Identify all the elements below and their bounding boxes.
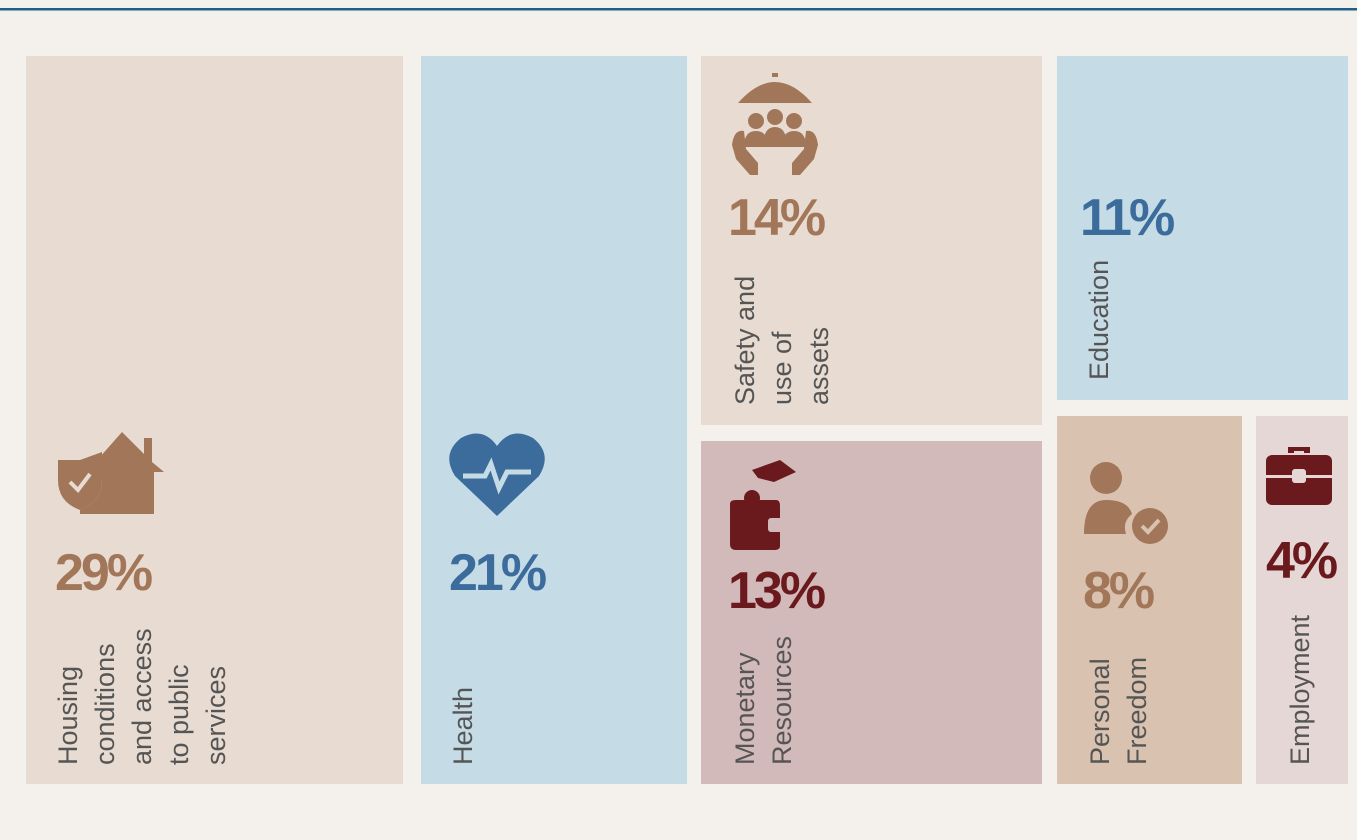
icon-part bbox=[782, 131, 806, 147]
icon bbox=[1266, 447, 1332, 505]
value-label: 11% bbox=[1080, 189, 1174, 247]
value-label: 29% bbox=[55, 544, 152, 602]
category-label: Personal Freedom bbox=[1085, 657, 1152, 765]
icon bbox=[58, 432, 164, 514]
icon bbox=[449, 433, 545, 516]
value-label: 14% bbox=[728, 189, 825, 247]
icon-part bbox=[110, 490, 126, 514]
icon-part bbox=[1084, 500, 1132, 534]
tile bbox=[26, 56, 403, 784]
icon-part bbox=[744, 131, 768, 147]
category-label: Housing conditions and access to public serv… bbox=[53, 628, 231, 765]
icon bbox=[1084, 462, 1168, 544]
icon-part bbox=[80, 432, 164, 514]
icon-part bbox=[786, 113, 802, 129]
icon-part bbox=[763, 127, 787, 147]
icon-part bbox=[768, 518, 784, 532]
icon-part bbox=[58, 452, 102, 510]
icon bbox=[730, 460, 796, 550]
icon-part bbox=[1288, 447, 1310, 453]
icon-part bbox=[1132, 508, 1168, 544]
icon-part bbox=[767, 109, 783, 125]
icon-part bbox=[772, 73, 778, 77]
icon-part bbox=[68, 472, 92, 494]
icon-part bbox=[752, 460, 796, 482]
icon-part bbox=[730, 500, 780, 550]
icon-part bbox=[463, 457, 531, 495]
category-label: Employment bbox=[1285, 614, 1315, 765]
tile bbox=[421, 56, 687, 784]
icon-part bbox=[738, 82, 812, 103]
icon-part bbox=[1292, 469, 1306, 483]
icon-part bbox=[792, 130, 818, 175]
tile bbox=[1057, 416, 1242, 784]
icon-part bbox=[732, 130, 758, 175]
icon-part bbox=[1140, 518, 1161, 535]
icon-part bbox=[1090, 462, 1122, 494]
category-label: Education bbox=[1084, 260, 1114, 380]
value-label: 8% bbox=[1083, 562, 1154, 620]
top-rule bbox=[0, 8, 1357, 11]
value-label: 13% bbox=[728, 562, 825, 620]
category-label: Health bbox=[448, 687, 478, 765]
category-label: Safety and use of assets bbox=[730, 276, 834, 405]
category-label: Monetary Resources bbox=[730, 636, 797, 765]
tile bbox=[1057, 56, 1348, 400]
icon-part bbox=[748, 113, 764, 129]
value-label: 4% bbox=[1266, 532, 1337, 590]
icon bbox=[732, 73, 818, 175]
value-label: 21% bbox=[449, 544, 546, 602]
